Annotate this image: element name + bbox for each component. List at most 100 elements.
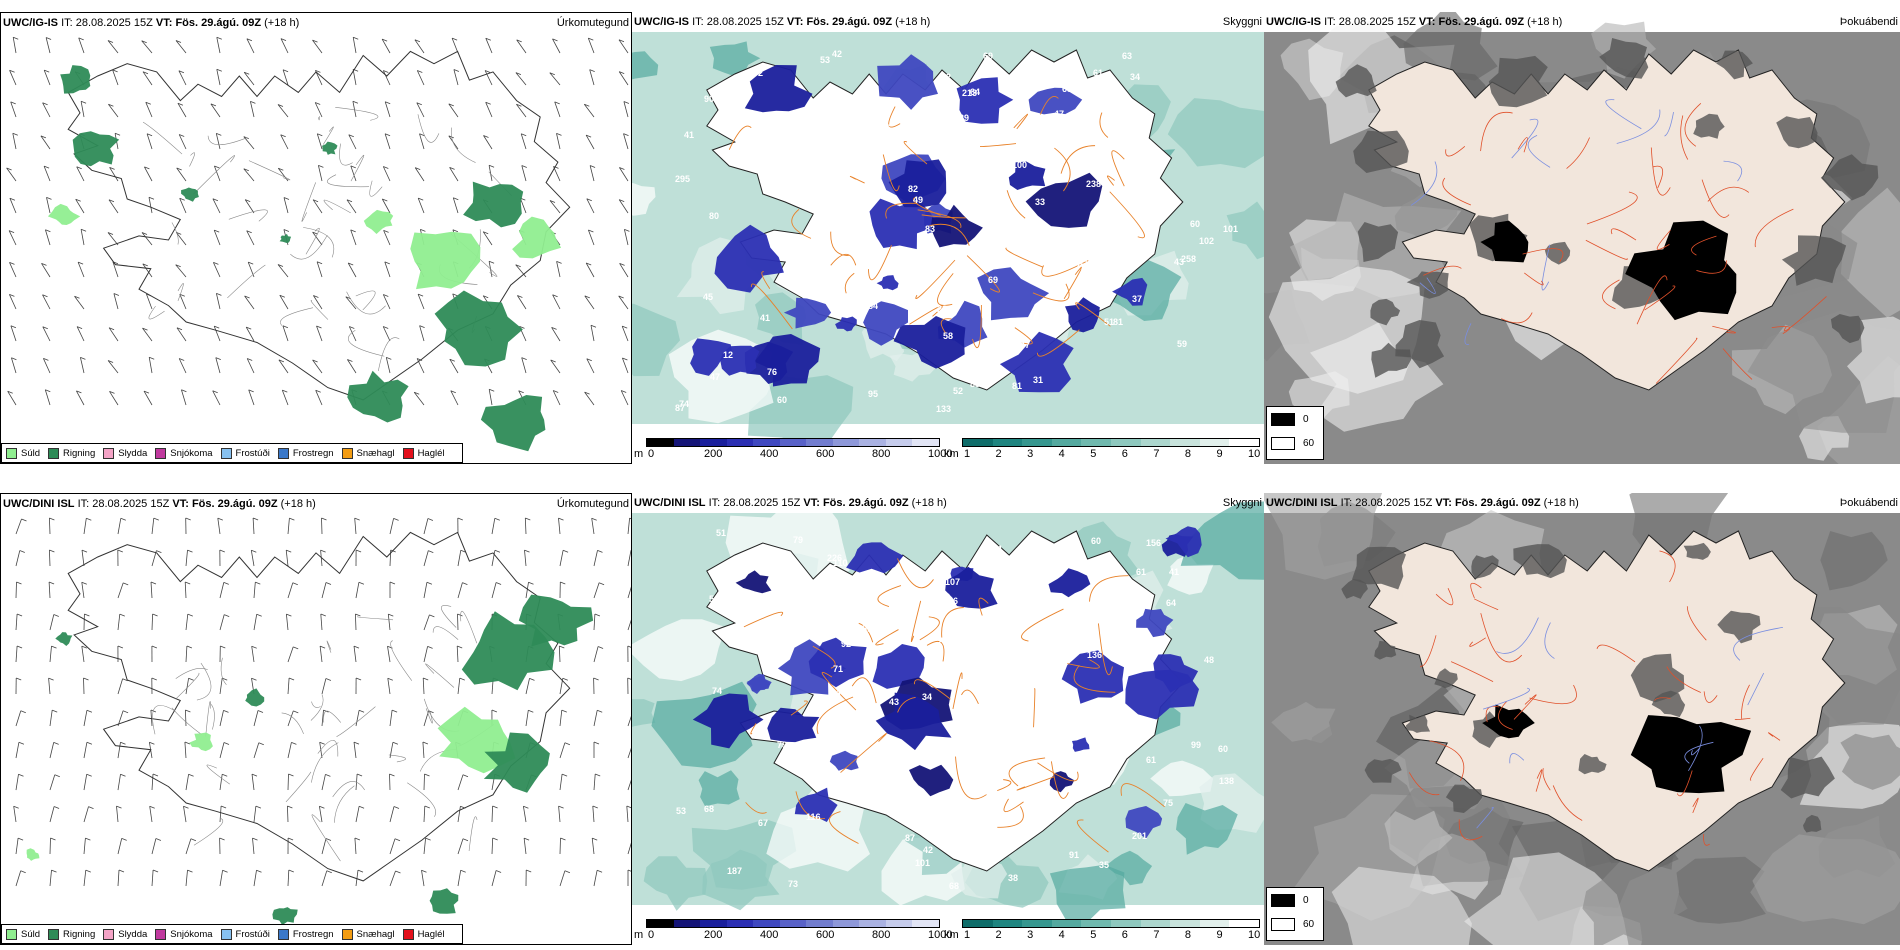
wind-barb-flag bbox=[415, 167, 421, 170]
precip-area bbox=[189, 732, 213, 752]
wind-barb-flag bbox=[355, 549, 362, 553]
wind-barb-flag bbox=[250, 101, 256, 104]
wind-barb bbox=[213, 262, 221, 278]
precip-panel-bottom: UWC/DINI ISL IT: 28.08.2025 15Z VT: Fös.… bbox=[0, 493, 632, 945]
wind-barb bbox=[245, 326, 255, 342]
colorbar-tick: 5 bbox=[1090, 448, 1097, 460]
ceiling-label: 41 bbox=[1169, 567, 1179, 577]
wind-barb-flag bbox=[222, 773, 228, 777]
ceiling-label: 41 bbox=[760, 313, 770, 323]
colorbar-segment bbox=[1051, 920, 1082, 927]
ceiling-label: 74 bbox=[712, 686, 722, 696]
wind-barb-flag bbox=[491, 709, 498, 713]
road-line bbox=[1435, 587, 1454, 606]
wind-barb-flag bbox=[485, 101, 491, 105]
wind-barb-flag bbox=[393, 806, 400, 809]
road-line bbox=[1749, 757, 1764, 781]
wind-barb bbox=[552, 390, 561, 406]
wind-barb-flag bbox=[287, 805, 293, 809]
fog-dark-area bbox=[1544, 241, 1571, 265]
wind-barb-flag bbox=[523, 837, 530, 841]
precip-area bbox=[363, 209, 394, 234]
cloud-ceiling-area bbox=[999, 331, 1074, 393]
river-line bbox=[1544, 622, 1555, 659]
wind-barb bbox=[253, 582, 256, 599]
wind-barb-flag bbox=[521, 357, 527, 360]
legend-label: Frostregn bbox=[292, 928, 334, 940]
wind-barb-flag bbox=[452, 293, 458, 297]
visibility-patch bbox=[632, 183, 656, 216]
legend-swatch bbox=[277, 447, 289, 459]
wind-barb-flag bbox=[624, 229, 630, 232]
ceiling-label: 63 bbox=[1062, 84, 1072, 94]
cloud-ceiling-area bbox=[783, 297, 832, 329]
wind-barb-flag bbox=[20, 710, 26, 714]
colorbar-tick: 1 bbox=[964, 448, 971, 460]
wind-barb bbox=[117, 742, 121, 759]
cloud-ceiling-area bbox=[1165, 526, 1202, 558]
wind-barb-flag bbox=[113, 293, 120, 296]
river-line bbox=[1511, 118, 1539, 159]
colorbar-tick: 10 bbox=[1248, 448, 1261, 460]
legend-swatch bbox=[277, 928, 289, 940]
wind-barb-flag bbox=[212, 198, 219, 202]
wind-barb-flag bbox=[156, 550, 162, 553]
road-line bbox=[1008, 757, 1046, 787]
road-line bbox=[1111, 150, 1125, 187]
cloud-ceiling-area bbox=[835, 316, 857, 332]
river-line bbox=[1723, 160, 1743, 182]
wind-barb bbox=[179, 198, 187, 214]
wind-barb-flag bbox=[326, 870, 332, 874]
colorbar-segment bbox=[992, 920, 1023, 927]
wind-barb bbox=[46, 197, 51, 214]
wind-barb bbox=[525, 710, 529, 727]
road-line bbox=[1610, 228, 1637, 241]
wind-barb bbox=[248, 389, 255, 406]
wind-barb bbox=[321, 517, 323, 535]
road-line bbox=[1684, 103, 1702, 147]
wind-barb-flag bbox=[383, 70, 389, 73]
wind-barb bbox=[620, 390, 629, 406]
wind-barb-flag bbox=[244, 295, 250, 299]
wind-barb bbox=[521, 357, 527, 374]
road-line bbox=[966, 255, 1000, 293]
legend-swatch bbox=[155, 928, 167, 940]
ceiling-label: 33 bbox=[1035, 197, 1045, 207]
colorbar-segment bbox=[1051, 439, 1082, 446]
it-label: IT: bbox=[77, 498, 90, 510]
ceiling-label: 83 bbox=[970, 379, 980, 389]
wind-barb bbox=[381, 38, 391, 54]
wind-barb-flag bbox=[43, 165, 50, 169]
ceiling-label: 42 bbox=[923, 845, 933, 855]
wind-barb-flag bbox=[77, 261, 84, 265]
visibility-patch bbox=[950, 847, 1008, 899]
wind-barb-flag bbox=[293, 646, 299, 650]
colorbar-strip bbox=[646, 919, 940, 928]
road-line bbox=[355, 290, 376, 311]
road-line bbox=[417, 114, 440, 143]
wind-barb-flag bbox=[44, 69, 50, 73]
road-line bbox=[926, 641, 945, 662]
wind-barb bbox=[282, 69, 289, 86]
wind-barb bbox=[559, 710, 563, 727]
wind-barb bbox=[217, 518, 221, 535]
colorbar-segment bbox=[726, 920, 754, 927]
road-line bbox=[961, 689, 979, 705]
road-line bbox=[1542, 768, 1551, 791]
wind-barb bbox=[549, 200, 561, 214]
legend-item: Súld bbox=[6, 928, 40, 940]
ceiling-label: 64 bbox=[1166, 598, 1176, 608]
wind-barb-flag bbox=[383, 230, 389, 233]
wind-barb-flag bbox=[286, 613, 292, 617]
wind-barb-flag bbox=[385, 101, 391, 105]
wind-barb bbox=[414, 167, 425, 182]
road-line bbox=[750, 283, 793, 330]
wind-barb bbox=[590, 325, 595, 342]
wind-barb-flag bbox=[485, 37, 491, 41]
wind-barb-flag bbox=[619, 263, 625, 266]
wind-barb-flag bbox=[457, 613, 463, 617]
wind-barb-flag bbox=[525, 517, 531, 521]
wind-barb-flag bbox=[319, 645, 326, 649]
ceiling-label: 201 bbox=[1132, 831, 1147, 841]
wind-barb-flag bbox=[618, 39, 625, 43]
